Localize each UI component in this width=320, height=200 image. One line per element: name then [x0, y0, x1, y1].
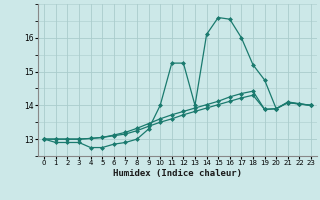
X-axis label: Humidex (Indice chaleur): Humidex (Indice chaleur)	[113, 169, 242, 178]
